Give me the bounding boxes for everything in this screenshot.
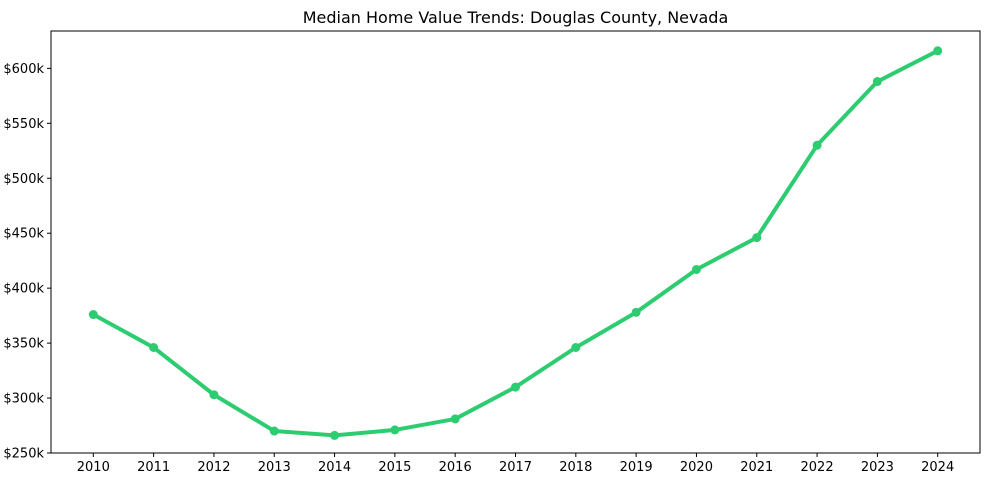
data-point-2023 bbox=[872, 77, 882, 87]
data-point-2017 bbox=[511, 382, 520, 392]
y-tick-label: $350k bbox=[3, 337, 44, 352]
x-tick-label: 2019 bbox=[620, 460, 653, 475]
x-tick-label: 2015 bbox=[378, 460, 411, 475]
data-point-2010 bbox=[88, 310, 98, 320]
x-tick-label: 2012 bbox=[197, 460, 230, 475]
x-tick-label: 2016 bbox=[439, 460, 472, 475]
x-tick-label: 2020 bbox=[680, 460, 713, 475]
x-tick-label: 2022 bbox=[801, 460, 834, 475]
y-tick-label: $450k bbox=[3, 227, 44, 242]
data-point-2012 bbox=[209, 390, 219, 400]
x-tick-label: 2011 bbox=[137, 460, 170, 475]
trend-line bbox=[91, 48, 940, 438]
y-tick-label: $550k bbox=[3, 117, 44, 132]
data-point-2020 bbox=[691, 264, 701, 274]
x-tick-label: 2010 bbox=[77, 460, 110, 475]
y-tick-label: $300k bbox=[3, 392, 44, 407]
data-point-2018 bbox=[571, 343, 581, 352]
x-tick-label: 2013 bbox=[258, 460, 291, 475]
data-point-2013 bbox=[269, 426, 279, 436]
x-tick-label: 2014 bbox=[318, 460, 351, 475]
data-point-2016 bbox=[450, 414, 460, 424]
y-tick-label: $250k bbox=[3, 447, 44, 462]
x-tick-label: 2023 bbox=[861, 460, 894, 475]
y-tick-label: $500k bbox=[3, 172, 44, 187]
data-point-2011 bbox=[149, 343, 159, 352]
data-point-2021 bbox=[752, 233, 762, 243]
data-point-2024 bbox=[933, 46, 943, 56]
y-tick-label: $400k bbox=[3, 282, 44, 297]
data-point-2015 bbox=[390, 425, 400, 435]
x-tick-label: 2024 bbox=[921, 460, 954, 475]
x-tick-label: 2018 bbox=[559, 460, 592, 475]
chart-title: Median Home Value Trends: Douglas County… bbox=[303, 8, 729, 27]
data-point-2022 bbox=[812, 140, 822, 150]
x-tick-label: 2021 bbox=[740, 460, 773, 475]
y-tick-label: $600k bbox=[3, 62, 44, 77]
x-tick-label: 2017 bbox=[499, 460, 532, 475]
data-point-2019 bbox=[631, 307, 641, 317]
data-point-2014 bbox=[330, 430, 340, 440]
